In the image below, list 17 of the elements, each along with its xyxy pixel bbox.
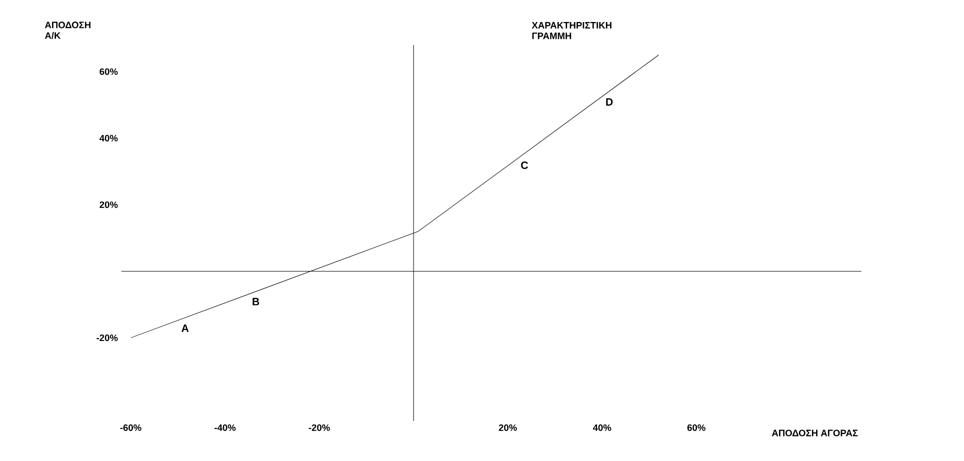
y-tick-label: -20%	[96, 334, 118, 342]
x-tick-label: -20%	[308, 424, 330, 431]
y-axis-title: ΑΠΟΔΟΣΗ Α/Κ	[44, 22, 90, 39]
y-tick-label: 40%	[100, 134, 118, 142]
annotation: A	[182, 324, 189, 332]
y-tick-label: 60%	[100, 68, 118, 75]
x-tick-label: 60%	[687, 424, 706, 431]
x-tick-label: -40%	[214, 424, 236, 431]
x-tick-label: -60%	[120, 424, 142, 431]
x-axis-title: ΑΠΟΔΟΣΗ ΑΓΟΡΑΣ	[772, 430, 858, 436]
annotation: C	[521, 162, 528, 170]
x-tick-label: 20%	[498, 424, 517, 431]
text: ΧΑΡΑΚΤΗΡΙΣΤΙΚΗ ΓΡΑΜΜΗ	[532, 22, 612, 40]
x-tick-label: 40%	[592, 424, 612, 431]
annotation: B	[252, 298, 260, 306]
y-tick-label: 20%	[100, 201, 118, 208]
annotation: D	[606, 98, 613, 106]
